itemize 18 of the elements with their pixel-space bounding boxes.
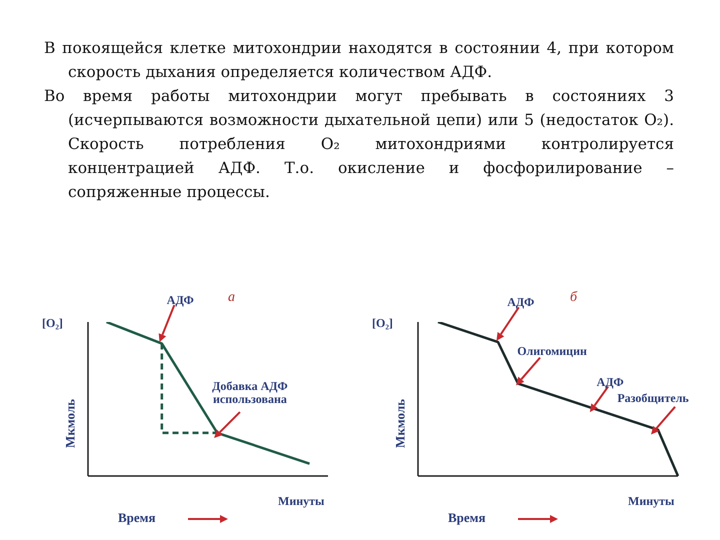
x-axis-title: Время (118, 510, 156, 526)
x-axis-title: Время (448, 510, 486, 526)
y-axis-title: Мкмоль (62, 398, 78, 448)
text: [O₂] (372, 316, 393, 331)
text: Минуты (278, 494, 324, 509)
text: Во время работы митохондрии могут пребывать в состояниях 3 (исчерпываются возможности дыхательной цепи) или 5 (недостаток O₂). Скорость потребления O₂ митохондриями контролируется концентрацией АДФ. Т.о. окисление и фосфорилирование – сопряженные процессы. (44, 86, 674, 203)
chart-title: б (570, 290, 578, 306)
text: В покоящейся клетке митохондрии находятся в состоянии 4, при котором скорость дыхания определяется количеством АДФ. (44, 38, 674, 83)
text: [O₂] (42, 316, 63, 331)
annotation: Добавка АДФ использована (211, 379, 289, 406)
text: АДФ (166, 292, 194, 307)
annotation: АДФ (596, 374, 625, 389)
y-axis-title: Мкмоль (392, 398, 408, 448)
chart-title: а (228, 290, 235, 306)
annotation: Олигомицин (516, 344, 588, 358)
text: АДФ (506, 295, 536, 310)
annotation: Разобщитель (616, 390, 690, 405)
text: Минуты (628, 494, 674, 509)
